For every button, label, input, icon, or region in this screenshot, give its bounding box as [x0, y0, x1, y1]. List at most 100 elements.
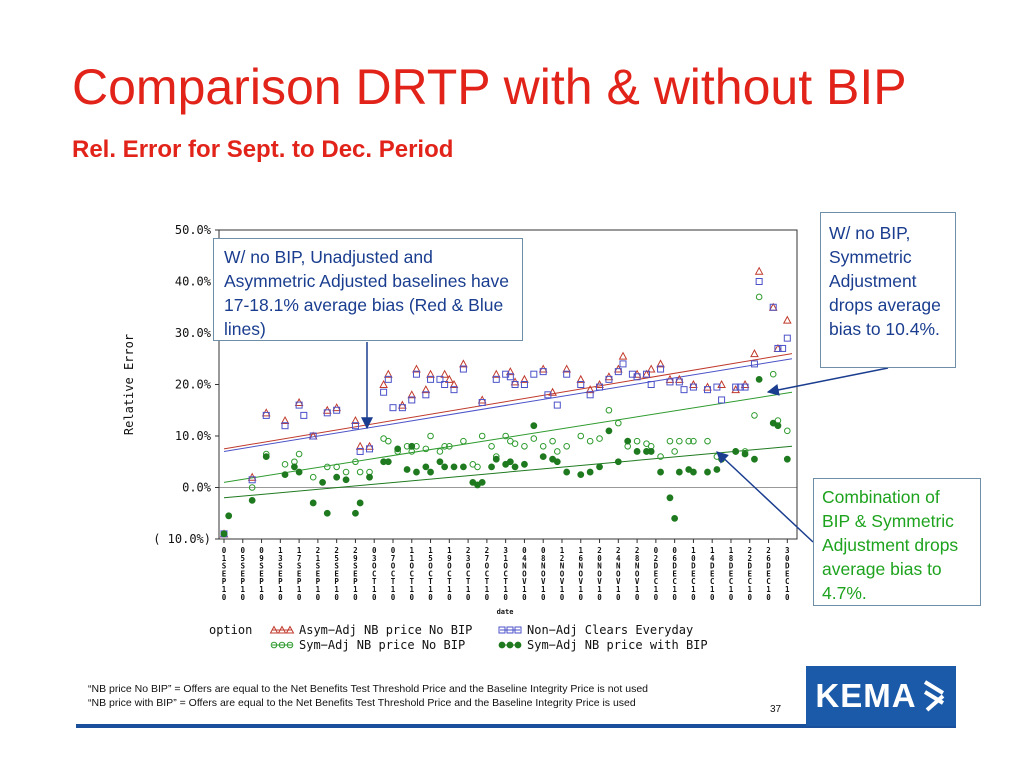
y-tick-label: 40.0% — [175, 275, 212, 289]
point-non-adj — [506, 373, 514, 381]
point-asym-adj-no-bip — [646, 364, 656, 373]
point-sym-adj-with-bip — [657, 468, 664, 476]
point-sym-adj-no-bip — [577, 432, 585, 440]
point-sym-adj-no-bip — [690, 437, 697, 445]
point-non-adj — [779, 344, 787, 352]
point-asym-adj-no-bip — [782, 315, 792, 324]
point-sym-adj-no-bip — [511, 440, 519, 448]
y-tick-label: 20.0% — [175, 378, 212, 392]
point-sym-adj-no-bip — [666, 437, 674, 445]
point-sym-adj-no-bip — [784, 427, 791, 435]
point-sym-adj-with-bip — [478, 478, 486, 486]
y-tick-label: ( 10.0%) — [153, 532, 211, 546]
point-non-adj — [498, 626, 506, 634]
point-sym-adj-with-bip — [690, 468, 697, 476]
point-non-adj — [718, 396, 726, 404]
point-sym-adj-no-bip — [615, 419, 622, 427]
point-sym-adj-no-bip — [446, 443, 453, 450]
point-non-adj — [520, 381, 528, 388]
kema-logo: KEMA — [806, 666, 956, 726]
point-non-adj — [680, 386, 688, 394]
point-non-adj — [577, 381, 585, 388]
point-sym-adj-with-bip — [427, 468, 434, 476]
point-asym-adj-no-bip — [269, 625, 279, 634]
point-non-adj — [642, 370, 650, 378]
slide-subtitle: Rel. Error for Sept. to Dec. Period — [72, 136, 454, 163]
point-sym-adj-with-bip — [384, 458, 392, 466]
point-asym-adj-no-bip — [285, 625, 295, 634]
point-sym-adj-with-bip — [225, 512, 233, 520]
point-non-adj — [553, 401, 561, 409]
point-non-adj — [666, 378, 674, 386]
point-non-adj — [689, 383, 697, 391]
point-non-adj — [389, 404, 397, 412]
point-sym-adj-no-bip — [342, 468, 350, 476]
x-axis-label: date — [497, 608, 514, 616]
point-sym-adj-with-bip — [539, 453, 547, 461]
point-sym-adj-no-bip — [281, 461, 289, 468]
point-non-adj — [539, 368, 547, 376]
point-asym-adj-no-bip — [440, 369, 449, 378]
point-sym-adj-no-bip — [309, 473, 317, 481]
point-non-adj — [563, 370, 571, 378]
trend-line-1 — [223, 358, 793, 452]
point-sym-adj-with-bip — [553, 458, 561, 466]
callout-unadjusted-bias: W/ no BIP, Unadjusted and Asymmetric Adj… — [213, 238, 523, 341]
callout-symmetric-bias: W/ no BIP, Symmetric Adjustment drops av… — [820, 212, 956, 368]
slide-title: Comparison DRTP with & without BIP — [72, 59, 907, 115]
point-sym-adj-no-bip — [356, 468, 364, 476]
point-non-adj — [351, 422, 359, 430]
point-non-adj — [427, 375, 435, 383]
point-non-adj — [262, 411, 270, 419]
point-sym-adj-no-bip — [333, 463, 340, 471]
point-sym-adj-no-bip — [539, 443, 547, 450]
point-sym-adj-with-bip — [319, 478, 326, 486]
point-sym-adj-no-bip — [704, 437, 711, 445]
point-non-adj — [333, 406, 341, 414]
point-sym-adj-no-bip — [323, 463, 331, 471]
point-sym-adj-no-bip — [553, 448, 561, 455]
point-sym-adj-with-bip — [498, 641, 506, 649]
point-non-adj — [422, 391, 430, 399]
point-non-adj — [713, 383, 721, 391]
point-sym-adj-with-bip — [751, 455, 758, 463]
point-non-adj — [530, 370, 538, 378]
point-sym-adj-no-bip — [352, 458, 359, 466]
point-non-adj — [356, 447, 364, 455]
point-asym-adj-no-bip — [491, 369, 501, 378]
point-sym-adj-with-bip — [741, 450, 749, 458]
point-non-adj — [511, 381, 519, 388]
point-asym-adj-no-bip — [449, 379, 459, 388]
point-sym-adj-with-bip — [755, 375, 763, 383]
point-sym-adj-with-bip — [506, 458, 514, 466]
point-asym-adj-no-bip — [520, 374, 529, 383]
point-non-adj — [514, 626, 522, 634]
point-asym-adj-no-bip — [444, 374, 454, 383]
point-sym-adj-no-bip — [751, 412, 758, 419]
point-non-adj — [755, 278, 763, 285]
point-asym-adj-no-bip — [426, 369, 435, 378]
point-sym-adj-no-bip — [295, 450, 303, 458]
legend-label: Sym−Adj NB price No BIP — [299, 638, 465, 652]
point-asym-adj-no-bip — [459, 359, 468, 368]
point-sym-adj-no-bip — [286, 641, 294, 649]
point-non-adj — [441, 381, 449, 388]
point-sym-adj-with-bip — [333, 473, 341, 481]
point-sym-adj-with-bip — [675, 468, 683, 476]
point-non-adj — [506, 626, 514, 634]
y-tick-label: 50.0% — [175, 223, 212, 237]
logo-text: KEMA — [815, 677, 917, 714]
point-sym-adj-with-bip — [408, 442, 416, 450]
point-sym-adj-no-bip — [685, 437, 693, 445]
